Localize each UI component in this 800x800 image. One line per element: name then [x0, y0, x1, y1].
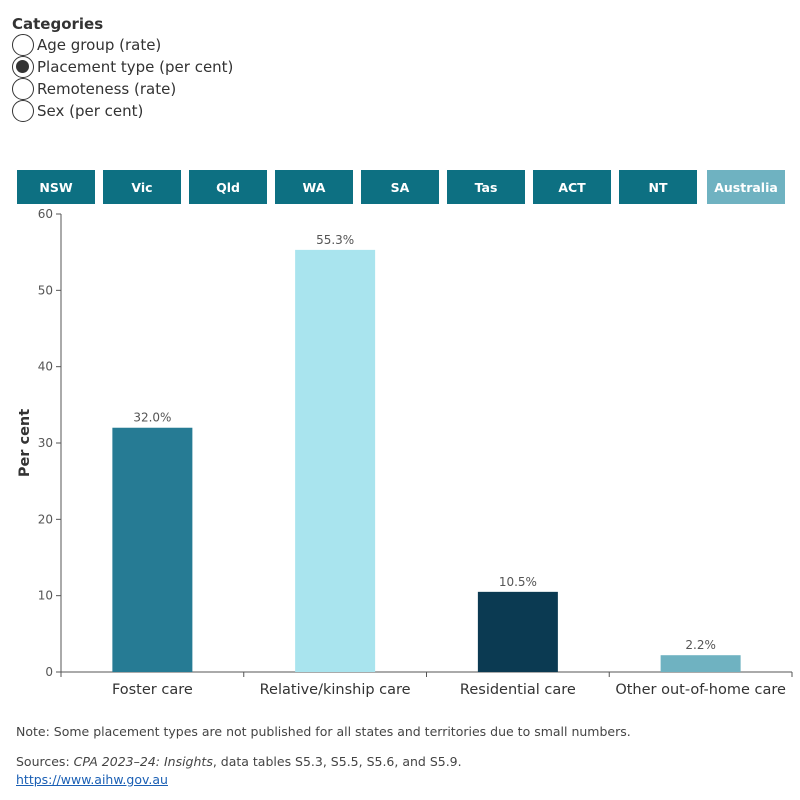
sources-prefix: Sources: [16, 754, 74, 769]
radio-placement-type[interactable]: Placement type (per cent) [12, 56, 233, 78]
y-tick-label: 10 [38, 589, 53, 603]
y-tick-label: 60 [38, 207, 53, 221]
data-label: 2.2% [685, 638, 716, 652]
state-tabs: NSW Vic Qld WA SA Tas ACT NT Australia [17, 170, 785, 204]
x-category-label: Relative/kinship care [260, 682, 411, 698]
tab-wa[interactable]: WA [275, 170, 353, 204]
y-tick-label: 50 [38, 283, 53, 297]
bar [660, 655, 741, 672]
data-label: 32.0% [133, 411, 171, 425]
bar [112, 427, 193, 672]
tab-tas[interactable]: Tas [447, 170, 525, 204]
sources-text: Sources: CPA 2023–24: Insights, data tab… [16, 754, 462, 769]
radio-button-selected-icon[interactable] [12, 56, 34, 78]
x-category-label: Foster care [112, 682, 193, 698]
radio-label: Remoteness (rate) [37, 80, 177, 98]
radio-label: Sex (per cent) [37, 102, 144, 120]
tab-act[interactable]: ACT [533, 170, 611, 204]
radio-label: Age group (rate) [37, 36, 162, 54]
bar-chart: 0 10 20 30 40 50 60 Per cent 32.0% Foster care 55.… [17, 207, 793, 698]
sources-title: CPA 2023–24: Insights [73, 754, 213, 769]
x-category-label: Residential care [460, 682, 576, 698]
radio-button-icon[interactable] [12, 100, 34, 122]
tab-qld[interactable]: Qld [189, 170, 267, 204]
categories-title: Categories [12, 15, 104, 33]
tab-sa[interactable]: SA [361, 170, 439, 204]
source-link[interactable]: https://www.aihw.gov.au [16, 772, 168, 787]
data-label: 55.3% [316, 233, 354, 247]
tab-nsw[interactable]: NSW [17, 170, 95, 204]
radio-sex[interactable]: Sex (per cent) [12, 100, 233, 122]
y-tick-label: 0 [45, 665, 53, 679]
radio-remoteness[interactable]: Remoteness (rate) [12, 78, 233, 100]
chart-note: Note: Some placement types are not publi… [16, 724, 631, 739]
tab-australia[interactable]: Australia [707, 170, 785, 204]
bar [295, 249, 376, 673]
radio-age-group[interactable]: Age group (rate) [12, 34, 233, 56]
tab-nt[interactable]: NT [619, 170, 697, 204]
categories-filter: Categories Age group (rate) Placement ty… [12, 14, 233, 122]
y-axis-title: Per cent [17, 409, 33, 477]
y-tick-label: 30 [38, 436, 53, 450]
x-category-label: Other out-of-home care [615, 682, 786, 698]
sources-rest: , data tables S5.3, S5.5, S5.6, and S5.9… [212, 754, 462, 769]
radio-button-icon[interactable] [12, 34, 34, 56]
y-tick-label: 40 [38, 360, 53, 374]
tab-vic[interactable]: Vic [103, 170, 181, 204]
radio-label: Placement type (per cent) [37, 58, 234, 76]
y-tick-label: 20 [38, 512, 53, 526]
bar [477, 591, 558, 672]
radio-button-icon[interactable] [12, 78, 34, 100]
data-label: 10.5% [499, 575, 537, 589]
